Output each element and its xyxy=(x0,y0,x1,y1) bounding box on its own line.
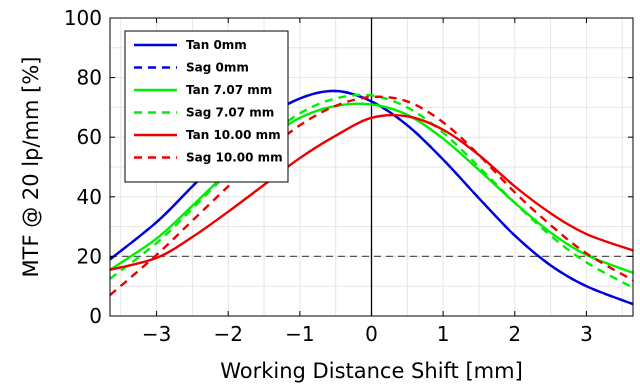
legend-label-tan-0mm: Tan 0mm xyxy=(186,38,247,52)
y-tick-labels: 0 20 40 60 80 100 xyxy=(64,6,102,328)
y-axis-label: MTF @ 20 lp/mm [%] xyxy=(19,57,43,278)
series-line-tan-10-00-mm xyxy=(110,113,633,271)
x-tick-labels: −3 −2 −1 0 1 2 3 xyxy=(142,322,593,346)
x-tick-label: −2 xyxy=(213,322,242,346)
x-tick-label: 1 xyxy=(437,322,450,346)
x-tick-label: 2 xyxy=(508,322,521,346)
x-tick-label: −1 xyxy=(285,322,314,346)
series-line-sag-7-07-mm xyxy=(110,93,633,289)
y-tick-label: 0 xyxy=(89,304,102,328)
legend-label-sag-0mm: Sag 0mm xyxy=(186,61,249,75)
series-line-sag-0mm xyxy=(110,89,633,306)
series-line-tan-7-07-mm xyxy=(110,102,633,274)
legend-label-sag-7-07-mm: Sag 7.07 mm xyxy=(186,106,274,120)
legend: Tan 0mm Sag 0mm Tan 7.07 mm Sag 7.07 mm Tan … xyxy=(124,30,289,183)
axis-ticks xyxy=(110,17,633,317)
legend-label-tan-10-00-mm: Tan 10.00 mm xyxy=(186,128,281,142)
x-tick-label: 3 xyxy=(580,322,593,346)
y-tick-label: 20 xyxy=(77,244,102,268)
y-tick-label: 60 xyxy=(77,125,102,149)
reference-lines xyxy=(110,18,633,316)
y-tick-label: 40 xyxy=(77,185,102,209)
x-tick-label: 0 xyxy=(365,322,378,346)
legend-label-tan-7-07-mm: Tan 7.07 mm xyxy=(186,83,272,97)
x-tick-label: −3 xyxy=(142,322,171,346)
y-tick-label: 100 xyxy=(64,6,102,30)
x-axis-label: Working Distance Shift [mm] xyxy=(220,359,523,383)
legend-label-sag-10-00-mm: Sag 10.00 mm xyxy=(186,151,283,165)
y-tick-label: 80 xyxy=(77,66,102,90)
